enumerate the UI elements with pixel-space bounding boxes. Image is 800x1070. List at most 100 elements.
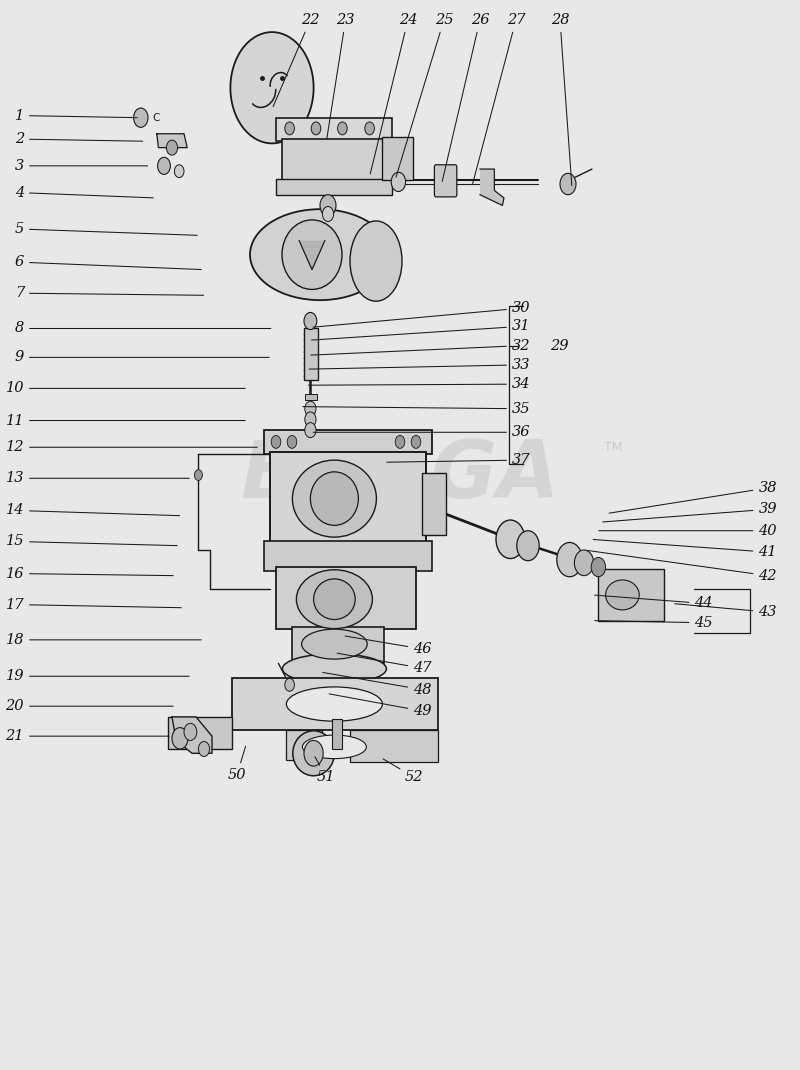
Bar <box>264 430 432 454</box>
Text: 9: 9 <box>14 350 270 365</box>
Text: 20: 20 <box>6 699 174 714</box>
Circle shape <box>174 165 184 178</box>
Polygon shape <box>299 241 325 270</box>
Circle shape <box>172 728 188 749</box>
Bar <box>168 717 232 749</box>
Bar <box>382 137 413 180</box>
Polygon shape <box>157 134 187 148</box>
Text: 3: 3 <box>14 158 148 173</box>
Ellipse shape <box>314 579 355 620</box>
Bar <box>276 567 416 629</box>
Text: 32: 32 <box>310 338 530 355</box>
Bar <box>332 719 342 749</box>
Ellipse shape <box>286 687 382 721</box>
Text: 44: 44 <box>594 595 713 611</box>
Circle shape <box>166 140 178 155</box>
Circle shape <box>411 435 421 448</box>
Ellipse shape <box>282 654 386 684</box>
Text: 33: 33 <box>309 357 530 372</box>
Ellipse shape <box>293 460 376 537</box>
Text: 16: 16 <box>6 566 174 581</box>
Circle shape <box>304 740 323 766</box>
Text: BANGA: BANGA <box>240 438 560 515</box>
Text: 24: 24 <box>370 13 418 173</box>
Text: 30: 30 <box>313 301 530 327</box>
Circle shape <box>194 470 202 480</box>
Circle shape <box>230 32 314 143</box>
Text: 51: 51 <box>315 756 336 784</box>
Circle shape <box>338 122 347 135</box>
Ellipse shape <box>293 731 334 776</box>
Text: 41: 41 <box>593 539 777 560</box>
Text: 19: 19 <box>6 669 190 684</box>
Circle shape <box>285 122 294 135</box>
Circle shape <box>198 742 210 756</box>
Ellipse shape <box>606 580 639 610</box>
Text: 1: 1 <box>14 108 138 123</box>
Circle shape <box>395 435 405 448</box>
Bar <box>264 541 432 571</box>
Text: 39: 39 <box>602 502 777 522</box>
Bar <box>305 394 317 400</box>
Polygon shape <box>480 169 504 205</box>
FancyBboxPatch shape <box>434 165 457 197</box>
Text: 34: 34 <box>308 377 530 392</box>
Circle shape <box>134 108 148 127</box>
Text: 31: 31 <box>311 319 530 340</box>
Text: 43: 43 <box>674 603 777 620</box>
Text: 4: 4 <box>14 185 154 200</box>
Text: 11: 11 <box>6 413 246 428</box>
Text: 49: 49 <box>329 693 432 718</box>
Ellipse shape <box>350 220 402 302</box>
Text: 5: 5 <box>14 221 198 236</box>
Text: 8: 8 <box>14 321 271 336</box>
Bar <box>286 730 322 760</box>
Bar <box>598 569 664 621</box>
Bar <box>276 179 392 195</box>
Circle shape <box>365 122 374 135</box>
Bar <box>422 473 446 535</box>
Text: 25: 25 <box>396 13 454 178</box>
Text: 18: 18 <box>6 632 202 647</box>
Circle shape <box>304 312 317 330</box>
Circle shape <box>517 531 539 561</box>
Text: 29: 29 <box>550 338 569 353</box>
Circle shape <box>305 423 316 438</box>
Circle shape <box>158 157 170 174</box>
Text: 21: 21 <box>6 729 170 744</box>
Text: 23: 23 <box>327 13 355 138</box>
Text: 27: 27 <box>473 13 526 183</box>
Text: C: C <box>152 112 159 123</box>
Bar <box>292 627 384 663</box>
Text: 7: 7 <box>14 286 204 301</box>
Bar <box>270 452 426 546</box>
Circle shape <box>184 723 197 740</box>
Text: 10: 10 <box>6 381 246 396</box>
Text: 26: 26 <box>442 13 490 181</box>
Circle shape <box>574 550 594 576</box>
Ellipse shape <box>250 209 390 300</box>
Text: 46: 46 <box>345 636 432 656</box>
Circle shape <box>287 435 297 448</box>
Bar <box>282 139 387 182</box>
Text: 42: 42 <box>586 550 777 583</box>
Text: 37: 37 <box>386 453 530 468</box>
Text: 12: 12 <box>6 440 258 455</box>
Text: 36: 36 <box>313 425 530 440</box>
Text: 40: 40 <box>598 523 777 538</box>
Bar <box>304 328 318 380</box>
Text: 14: 14 <box>6 503 180 518</box>
Circle shape <box>311 122 321 135</box>
Circle shape <box>305 401 316 416</box>
Circle shape <box>496 520 525 559</box>
Circle shape <box>271 435 281 448</box>
Circle shape <box>305 412 316 427</box>
Text: 13: 13 <box>6 471 190 486</box>
Circle shape <box>322 207 334 221</box>
Circle shape <box>285 678 294 691</box>
Text: 22: 22 <box>273 13 320 107</box>
Circle shape <box>391 172 406 192</box>
Circle shape <box>557 542 582 577</box>
Text: 28: 28 <box>550 13 572 185</box>
Bar <box>276 118 392 141</box>
